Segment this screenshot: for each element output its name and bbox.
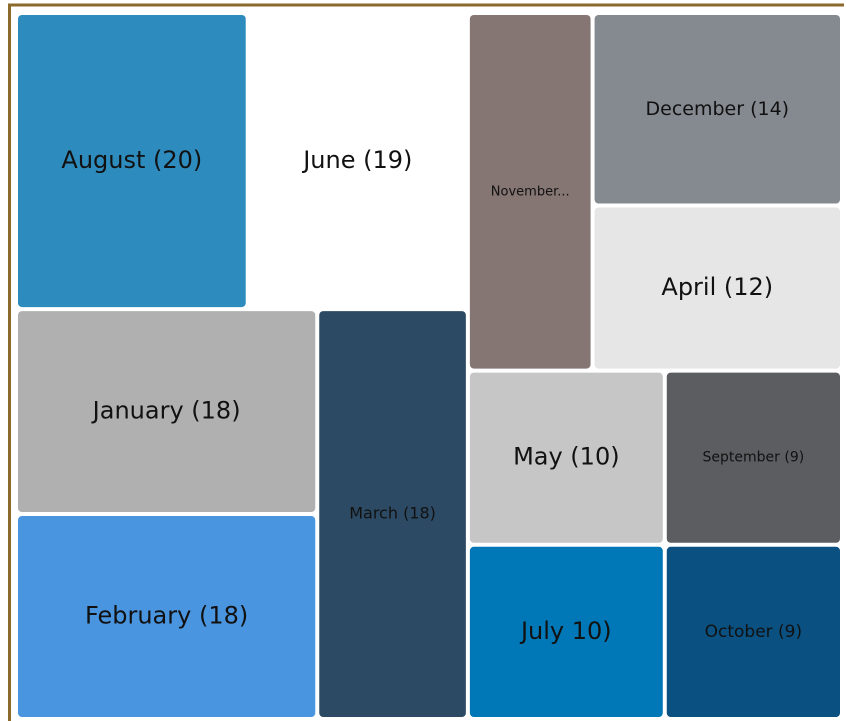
tile-label: October (9) [705, 622, 803, 642]
frame [8, 3, 844, 721]
tile-label: December (14) [646, 98, 790, 120]
tile [469, 15, 591, 369]
tile [666, 546, 840, 717]
tile [469, 546, 663, 717]
tile [666, 372, 840, 543]
tile-label: February (18) [85, 602, 248, 630]
tile [18, 15, 246, 308]
tile [319, 311, 466, 717]
tile-label: November... [491, 184, 570, 199]
tile [18, 516, 316, 717]
tile [594, 207, 840, 369]
tile-label: January (18) [91, 397, 241, 425]
tile-label: July 10) [519, 617, 612, 645]
tile-label: September (9) [703, 450, 805, 466]
tile-label: May (10) [513, 443, 620, 471]
tile [249, 15, 466, 308]
tile [594, 15, 840, 204]
tile [469, 372, 663, 543]
tile-label: April (12) [661, 273, 773, 301]
tile [18, 311, 316, 513]
tile-label: June (19) [301, 146, 412, 174]
tile-label: August (20) [61, 146, 202, 174]
tile-label: March (18) [349, 504, 436, 523]
